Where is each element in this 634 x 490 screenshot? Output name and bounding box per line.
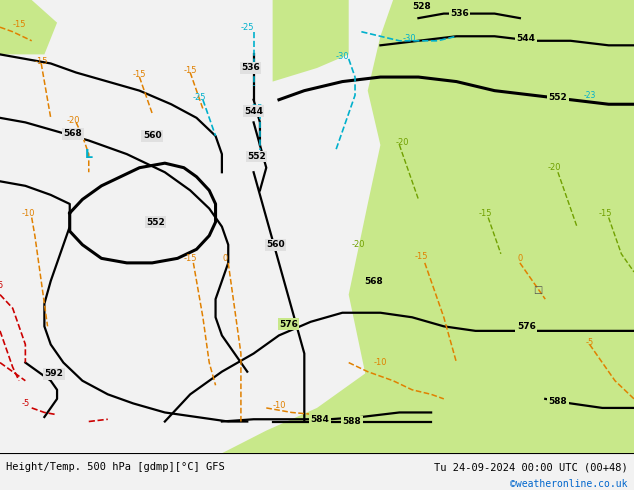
Text: 588: 588 [548, 396, 567, 406]
Text: 552: 552 [548, 93, 567, 102]
Text: ©weatheronline.co.uk: ©weatheronline.co.uk [510, 480, 628, 490]
Text: -15: -15 [34, 57, 48, 66]
Text: -15: -15 [478, 209, 492, 218]
Text: 528: 528 [412, 2, 431, 11]
Text: 536: 536 [450, 9, 469, 18]
Text: 568: 568 [365, 276, 384, 286]
Text: 552: 552 [146, 218, 165, 226]
Text: -20: -20 [351, 240, 365, 249]
Text: -15: -15 [133, 70, 146, 79]
Text: -15: -15 [183, 254, 197, 263]
Text: -25: -25 [250, 104, 264, 113]
Text: -25: -25 [240, 23, 254, 32]
Text: -15: -15 [12, 21, 26, 29]
Text: -10: -10 [272, 401, 286, 410]
Polygon shape [273, 0, 349, 82]
Text: 584: 584 [311, 415, 330, 424]
Text: 0: 0 [517, 254, 522, 263]
Text: 552: 552 [247, 152, 266, 161]
Text: -20: -20 [396, 138, 410, 147]
Text: -10: -10 [22, 209, 36, 218]
Text: 588: 588 [342, 417, 361, 426]
Text: 560: 560 [143, 131, 162, 141]
Text: -20: -20 [548, 163, 562, 172]
Text: -10: -10 [373, 358, 387, 367]
Polygon shape [0, 0, 57, 54]
Text: -20: -20 [66, 116, 80, 124]
Text: -15: -15 [598, 209, 612, 218]
Text: -15: -15 [415, 251, 429, 261]
Text: Height/Temp. 500 hPa [gdmp][°C] GFS: Height/Temp. 500 hPa [gdmp][°C] GFS [6, 462, 225, 472]
Text: Tu 24-09-2024 00:00 UTC (00+48): Tu 24-09-2024 00:00 UTC (00+48) [434, 462, 628, 472]
Text: -30: -30 [335, 52, 349, 61]
Text: -5: -5 [585, 338, 594, 347]
Text: L: L [85, 147, 93, 161]
Text: -23: -23 [583, 91, 596, 99]
Text: 576: 576 [279, 319, 298, 329]
Polygon shape [222, 281, 634, 453]
Text: -5: -5 [0, 281, 4, 290]
Text: □: □ [533, 285, 542, 295]
Text: 568: 568 [63, 129, 82, 138]
Text: 576: 576 [517, 322, 536, 331]
Text: 544: 544 [517, 34, 536, 43]
Text: -30: -30 [402, 34, 416, 43]
Text: 544: 544 [244, 106, 263, 116]
Text: -25: -25 [193, 93, 207, 102]
Text: 536: 536 [241, 64, 260, 73]
Text: 560: 560 [266, 240, 285, 249]
Text: 592: 592 [44, 369, 63, 378]
Text: -5: -5 [21, 399, 30, 408]
Text: -15: -15 [183, 66, 197, 75]
Text: 0: 0 [223, 254, 228, 263]
Polygon shape [349, 0, 634, 453]
